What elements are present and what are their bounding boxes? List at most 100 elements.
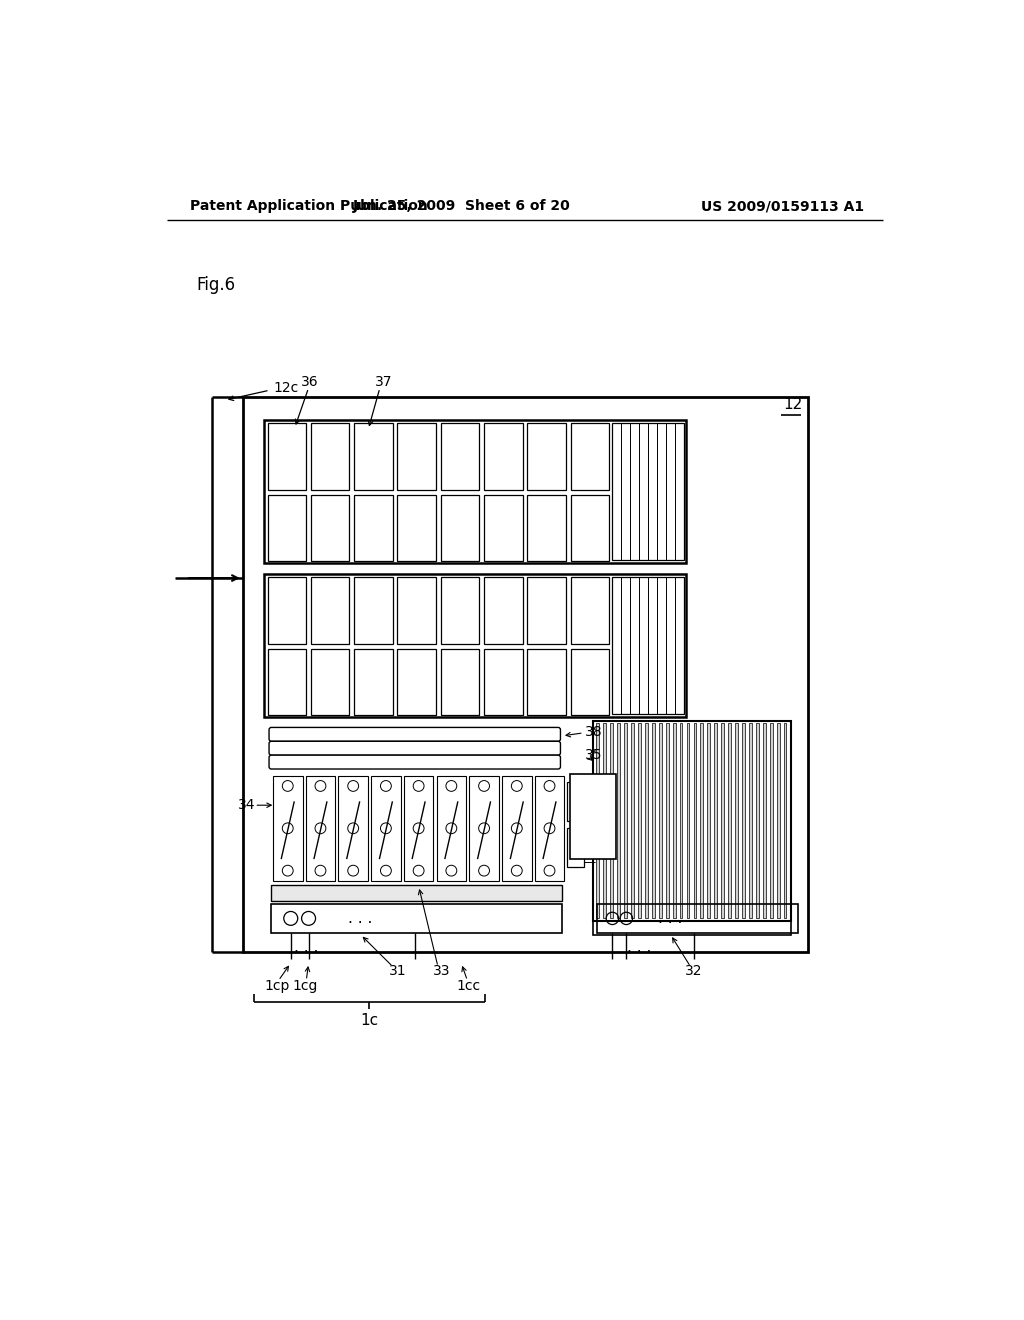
Bar bbox=[666, 723, 669, 919]
Bar bbox=[440, 424, 479, 490]
Bar bbox=[777, 723, 779, 919]
Bar bbox=[756, 723, 759, 919]
Bar bbox=[267, 495, 306, 561]
Bar bbox=[631, 723, 634, 919]
Bar bbox=[484, 577, 522, 644]
Bar bbox=[763, 723, 766, 919]
Bar bbox=[770, 723, 772, 919]
Text: 36: 36 bbox=[301, 375, 318, 388]
Bar bbox=[673, 723, 676, 919]
Bar bbox=[354, 577, 393, 644]
Bar bbox=[783, 723, 786, 919]
Bar bbox=[721, 723, 724, 919]
Text: US 2009/0159113 A1: US 2009/0159113 A1 bbox=[701, 199, 864, 213]
Bar bbox=[267, 577, 306, 644]
Text: . . .: . . . bbox=[628, 940, 651, 956]
Bar bbox=[436, 776, 466, 880]
Bar bbox=[708, 723, 711, 919]
Bar bbox=[612, 577, 684, 714]
Bar bbox=[567, 781, 585, 821]
Bar bbox=[403, 776, 433, 880]
Bar bbox=[484, 648, 522, 715]
Bar bbox=[305, 776, 335, 880]
Bar bbox=[267, 424, 306, 490]
Bar bbox=[440, 577, 479, 644]
Bar bbox=[527, 424, 566, 490]
Bar bbox=[311, 648, 349, 715]
Bar bbox=[652, 723, 654, 919]
Bar bbox=[728, 723, 731, 919]
Bar bbox=[612, 424, 684, 560]
Bar bbox=[311, 424, 349, 490]
Text: 31: 31 bbox=[389, 964, 407, 978]
Text: 32: 32 bbox=[685, 964, 702, 978]
Bar bbox=[593, 721, 791, 921]
Bar bbox=[567, 829, 585, 867]
Text: 34: 34 bbox=[239, 799, 256, 812]
Bar bbox=[338, 776, 368, 880]
Bar bbox=[397, 648, 436, 715]
Text: 12c: 12c bbox=[273, 381, 299, 395]
Text: . . .: . . . bbox=[294, 940, 318, 956]
Bar bbox=[570, 577, 609, 644]
Bar bbox=[597, 904, 799, 933]
Bar bbox=[527, 577, 566, 644]
Bar bbox=[397, 577, 436, 644]
Bar bbox=[354, 648, 393, 715]
Bar bbox=[680, 723, 682, 919]
Bar bbox=[603, 723, 606, 919]
Bar bbox=[263, 420, 686, 562]
Bar bbox=[502, 776, 531, 880]
Bar bbox=[687, 723, 689, 919]
Bar bbox=[311, 577, 349, 644]
Bar bbox=[397, 495, 436, 561]
Bar bbox=[354, 424, 393, 490]
Bar bbox=[440, 495, 479, 561]
Text: Jun. 25, 2009  Sheet 6 of 20: Jun. 25, 2009 Sheet 6 of 20 bbox=[352, 199, 570, 213]
Text: 1c: 1c bbox=[360, 1014, 378, 1028]
Bar bbox=[645, 723, 648, 919]
FancyBboxPatch shape bbox=[269, 727, 560, 742]
Bar bbox=[693, 723, 696, 919]
Text: 1cg: 1cg bbox=[292, 979, 317, 993]
Bar bbox=[243, 397, 809, 952]
Bar bbox=[527, 648, 566, 715]
Bar bbox=[570, 424, 609, 490]
Bar bbox=[749, 723, 752, 919]
Bar bbox=[484, 495, 522, 561]
Bar bbox=[569, 775, 616, 859]
Bar bbox=[271, 904, 562, 933]
Bar bbox=[271, 886, 562, 900]
Bar bbox=[715, 723, 717, 919]
Text: . . .: . . . bbox=[348, 911, 373, 925]
Text: 1cp: 1cp bbox=[264, 979, 290, 993]
Bar bbox=[273, 776, 302, 880]
Bar bbox=[371, 776, 400, 880]
Bar bbox=[638, 723, 641, 919]
Bar bbox=[535, 776, 564, 880]
Text: 1cc: 1cc bbox=[457, 979, 481, 993]
Text: 38: 38 bbox=[586, 725, 603, 739]
Bar bbox=[735, 723, 738, 919]
Bar bbox=[593, 921, 791, 935]
Bar bbox=[742, 723, 744, 919]
Bar bbox=[570, 648, 609, 715]
FancyBboxPatch shape bbox=[269, 755, 560, 770]
Bar bbox=[440, 648, 479, 715]
Bar bbox=[625, 723, 627, 919]
Bar bbox=[311, 495, 349, 561]
Bar bbox=[570, 495, 609, 561]
Bar bbox=[596, 723, 599, 919]
Text: Fig.6: Fig.6 bbox=[197, 276, 236, 294]
Bar bbox=[617, 723, 621, 919]
Bar bbox=[527, 495, 566, 561]
Text: 35: 35 bbox=[586, 748, 603, 762]
Bar bbox=[397, 424, 436, 490]
Bar bbox=[700, 723, 703, 919]
Bar bbox=[658, 723, 662, 919]
Bar bbox=[267, 648, 306, 715]
Bar bbox=[354, 495, 393, 561]
Bar bbox=[469, 776, 499, 880]
Text: 12: 12 bbox=[783, 397, 802, 412]
Text: Patent Application Publication: Patent Application Publication bbox=[190, 199, 428, 213]
